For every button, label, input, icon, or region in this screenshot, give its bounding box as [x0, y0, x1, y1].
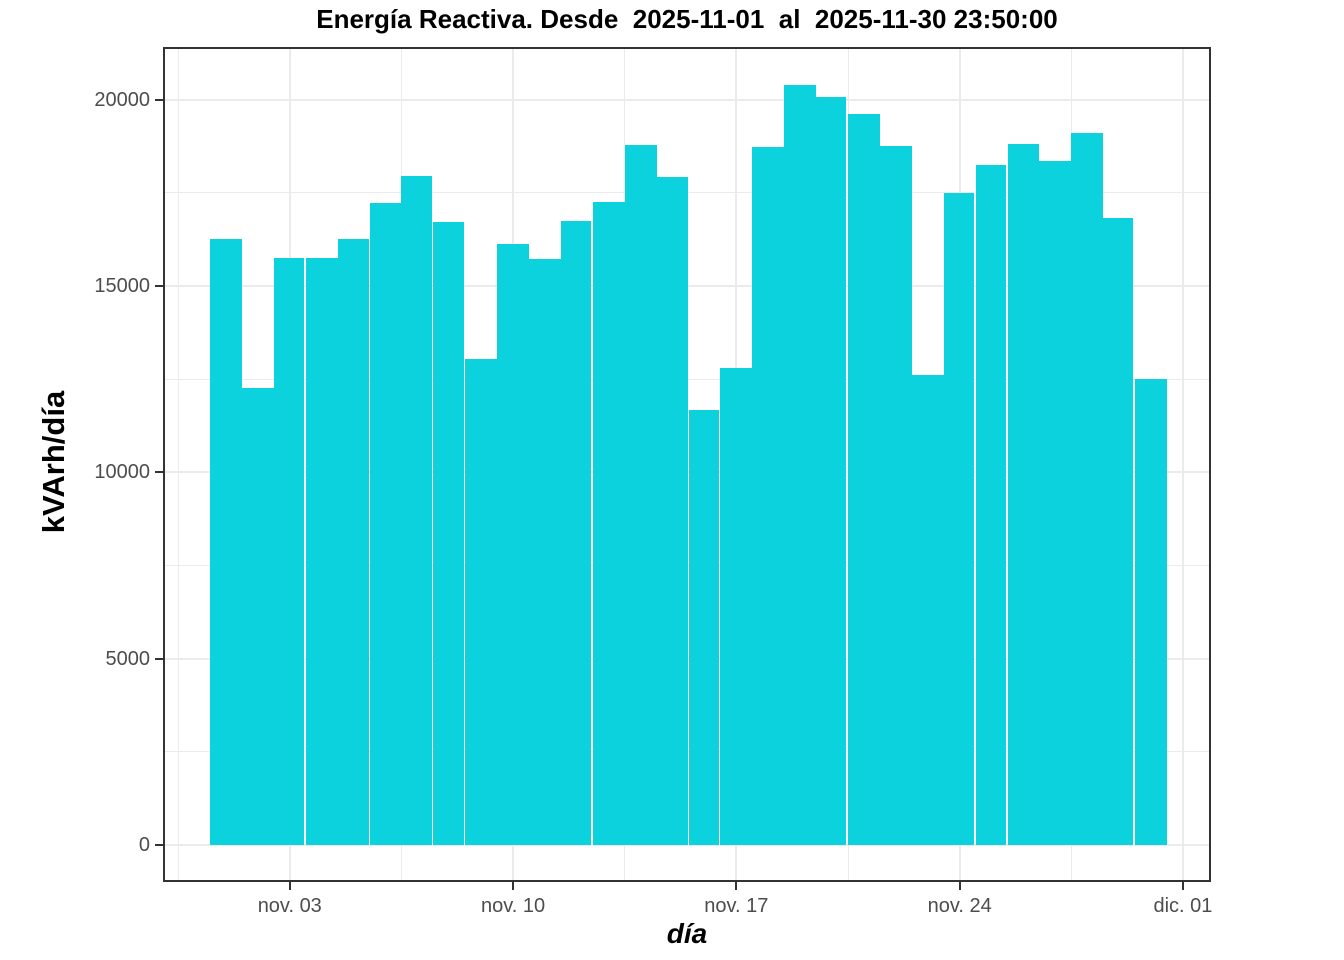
histogram-bar-2025-11-07	[401, 175, 432, 845]
histogram-bar-2025-11-21	[848, 114, 880, 845]
y-tick-mark	[155, 471, 163, 474]
plot-panel	[163, 47, 1211, 882]
histogram-bar-2025-11-06	[369, 203, 402, 845]
x-axis-title: día	[666, 918, 708, 949]
histogram-bar-2025-11-27	[1039, 161, 1072, 845]
y-tick-mark	[155, 657, 163, 660]
major-gridline-x	[1181, 47, 1184, 882]
x-tick-label: nov. 03	[257, 895, 322, 917]
major-gridline-y	[163, 98, 1211, 101]
y-tick-label: 5000	[105, 647, 151, 670]
histogram-bar-2025-11-16	[688, 410, 719, 845]
major-gridline-y	[163, 844, 1211, 846]
y-axis-title: kVArh/día	[36, 390, 71, 534]
histogram-bar-2025-11-05	[337, 239, 370, 845]
histogram-bar-2025-11-17	[720, 368, 753, 845]
y-tick-mark	[155, 98, 163, 101]
histogram-bar-2025-11-19	[784, 84, 817, 845]
x-tick-mark	[958, 882, 961, 890]
histogram-bar-2025-11-10	[497, 243, 529, 845]
histogram-bar-2025-11-24	[943, 192, 974, 845]
y-tick-label: 15000	[94, 274, 150, 297]
y-tick-label: 10000	[94, 461, 150, 484]
histogram-bar-2025-11-29	[1103, 218, 1134, 845]
x-tick-label: dic. 01	[1153, 895, 1213, 917]
minor-gridline-x	[177, 47, 179, 882]
y-tick-mark	[155, 844, 163, 846]
x-tick-mark	[512, 882, 515, 890]
histogram-bar-2025-11-23	[911, 374, 944, 845]
histogram-bar-2025-11-25	[975, 165, 1006, 845]
histogram-bar-2025-11-12	[560, 221, 592, 845]
histogram-bar-2025-11-11	[529, 258, 561, 845]
histogram-bar-2025-11-14	[624, 144, 657, 845]
x-tick-mark	[735, 882, 738, 890]
x-tick-mark	[1181, 882, 1184, 890]
y-tick-label: 0	[138, 834, 150, 856]
histogram-bar-2025-11-18	[752, 147, 785, 845]
x-tick-label: nov. 24	[927, 895, 992, 917]
histogram-bar-2025-11-22	[879, 146, 912, 845]
histogram-bar-2025-11-04	[305, 258, 338, 845]
histogram-bar-2025-11-02	[241, 388, 274, 845]
histogram-bar-2025-11-01	[210, 239, 242, 845]
x-tick-mark	[288, 882, 291, 890]
y-tick-label: 20000	[94, 88, 150, 111]
histogram-bar-2025-11-28	[1071, 133, 1104, 845]
y-tick-mark	[155, 284, 163, 287]
histogram-bar-2025-11-13	[592, 202, 625, 845]
histogram-bar-2025-11-08	[433, 221, 464, 845]
histogram-bar-2025-11-15	[656, 177, 689, 845]
histogram-bar-2025-11-26	[1007, 144, 1040, 845]
x-tick-label: nov. 17	[704, 895, 769, 917]
histogram-bar-2025-11-20	[816, 97, 847, 845]
histogram-bar-2025-11-03	[273, 257, 305, 845]
histogram-bar-2025-11-30	[1135, 379, 1167, 845]
x-tick-label: nov. 10	[480, 895, 546, 917]
histogram-bar-2025-11-09	[465, 358, 498, 845]
chart-title: Energía Reactiva. Desde 2025-11-01 al 20…	[316, 4, 1058, 34]
